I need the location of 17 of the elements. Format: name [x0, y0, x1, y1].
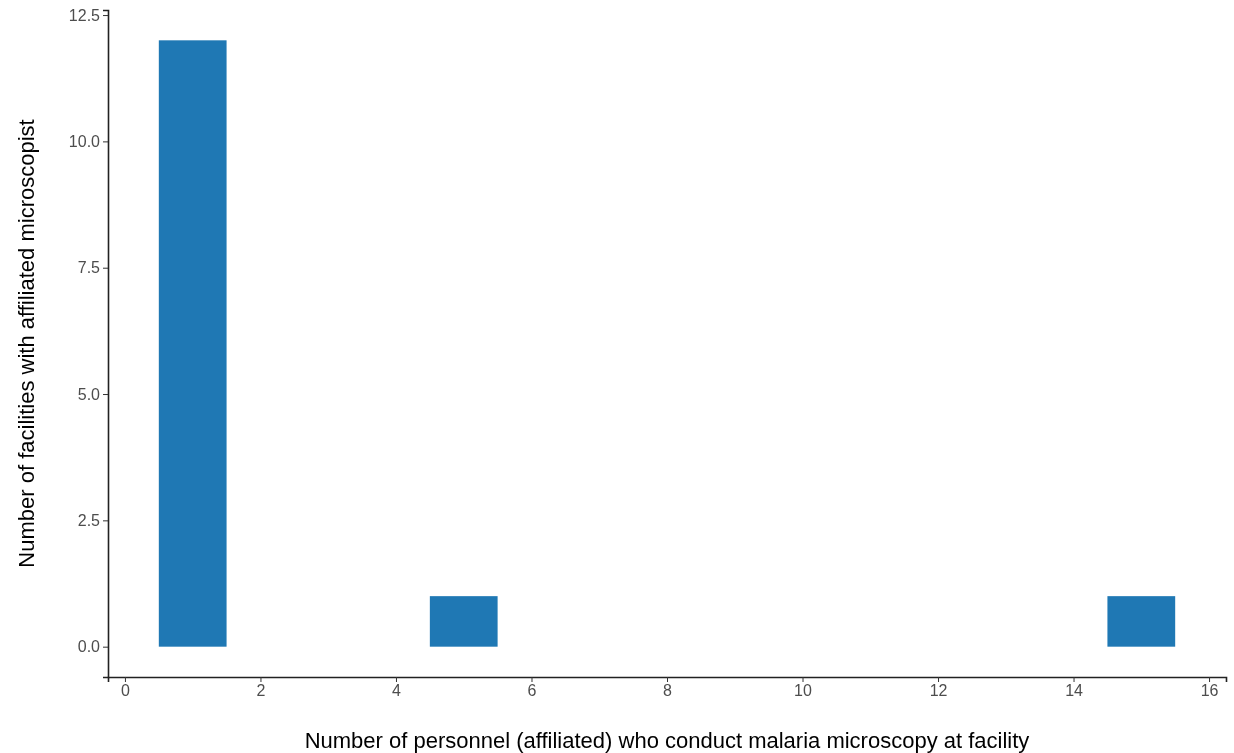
x-tick-label: 10 [794, 682, 813, 700]
x-tick-label: 8 [663, 682, 673, 700]
x-tick-label: 4 [392, 682, 402, 700]
x-tick-label: 0 [120, 682, 130, 700]
x-tick-label: 14 [1065, 682, 1084, 700]
x-tick-label: 6 [527, 682, 537, 700]
y-tick-label: 0.0 [77, 638, 101, 656]
y-tick-label: 10.0 [68, 133, 101, 150]
x-tick-label: 12 [929, 682, 948, 700]
y-tick-label: 7.5 [77, 259, 101, 277]
y-axis-title: Number of facilities with affiliated microscopist [14, 119, 39, 568]
y-tick-label: 5.0 [77, 385, 101, 403]
x-tick-label: 16 [1200, 682, 1219, 700]
y-tick-label: 12.5 [68, 6, 101, 24]
x-tick-label: 2 [256, 682, 266, 700]
x-axis-title: Number of personnel (affiliated) who conduct malaria microscopy at facility [304, 728, 1030, 753]
y-tick-label: 2.5 [77, 511, 101, 529]
